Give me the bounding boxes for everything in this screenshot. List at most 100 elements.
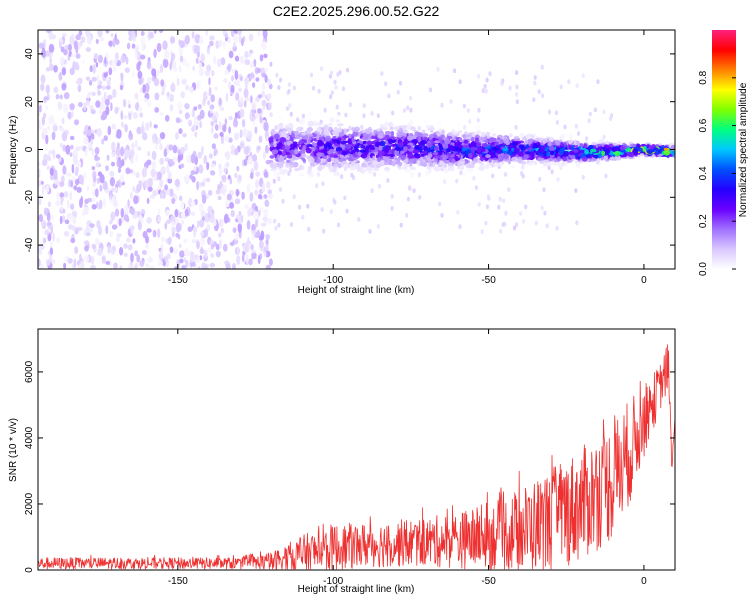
- heatmap-cell: [538, 176, 542, 182]
- heatmap-cell: [267, 193, 273, 200]
- heatmap-cell: [340, 140, 347, 145]
- heatmap-cell: [395, 157, 401, 162]
- heatmap-cell: [249, 192, 254, 202]
- heatmap-cell: [133, 195, 139, 205]
- heatmap-cell: [338, 127, 343, 133]
- heatmap-cell: [345, 143, 352, 150]
- heatmap-cell: [71, 52, 76, 58]
- heatmap-cell: [149, 265, 155, 269]
- heatmap-cell: [294, 134, 300, 140]
- heatmap-cell: [233, 119, 239, 128]
- heatmap-cell: [335, 104, 339, 110]
- heatmap-cell: [301, 119, 305, 123]
- heatmap-cell: [525, 134, 532, 139]
- heatmap-cell: [103, 198, 107, 208]
- heatmap-cell: [257, 145, 261, 151]
- heatmap-cell: [298, 173, 305, 177]
- heatmap-cell: [134, 250, 138, 257]
- heatmap-cell: [502, 147, 509, 152]
- heatmap-cell: [126, 237, 131, 243]
- heatmap-cell: [53, 178, 60, 185]
- heatmap-cell: [347, 157, 355, 162]
- heatmap-cell: [257, 94, 263, 99]
- heatmap-cell: [109, 194, 112, 201]
- heatmap-cell: [215, 124, 219, 131]
- heatmap-cell: [377, 128, 381, 132]
- heatmap-cell: [323, 107, 327, 113]
- heatmap-cell: [398, 141, 404, 147]
- heatmap-cell: [370, 188, 374, 194]
- heatmap-cell: [485, 204, 489, 210]
- heatmap-cell: [67, 224, 73, 230]
- heatmap-cell: [440, 102, 444, 108]
- heatmap-cell: [157, 260, 163, 267]
- heatmap-cell: [286, 106, 290, 111]
- colorbar-tick-label: 0.4: [698, 166, 709, 180]
- heatmap-cell: [322, 155, 328, 160]
- heatmap-cell: [156, 42, 162, 53]
- heatmap-cell: [224, 32, 229, 39]
- heatmap-cell: [209, 104, 215, 110]
- heatmap-cell: [309, 72, 314, 78]
- heatmap-cell: [59, 94, 63, 100]
- heatmap-cell: [215, 40, 220, 49]
- heatmap-cell: [265, 181, 271, 189]
- heatmap-cell: [345, 67, 350, 73]
- heatmap-cell: [558, 149, 564, 155]
- heatmap-cell: [329, 94, 333, 100]
- heatmap-cell: [471, 131, 475, 137]
- heatmap-cell: [67, 214, 74, 221]
- heatmap-cell: [533, 75, 537, 80]
- heatmap-cell: [244, 244, 250, 253]
- heatmap-cell: [213, 219, 217, 227]
- heatmap-cell: [171, 231, 175, 238]
- heatmap-cell: [241, 55, 245, 65]
- heatmap-cell: [288, 167, 292, 173]
- heatmap-cell: [376, 224, 380, 229]
- heatmap-cell: [124, 149, 130, 159]
- heatmap-cell: [498, 162, 503, 167]
- heatmap-cell: [438, 201, 442, 207]
- heatmap-cell: [156, 70, 160, 76]
- heatmap-cell: [220, 227, 224, 234]
- heatmap-cell: [402, 158, 409, 164]
- heatmap-cell: [84, 240, 90, 246]
- heatmap-cell: [584, 149, 589, 155]
- heatmap-cell: [407, 185, 411, 191]
- heatmap-cell: [512, 157, 516, 161]
- heatmap-cell: [537, 157, 543, 161]
- heatmap-cell: [653, 147, 659, 151]
- spectrogram-panel: -150 -100 -50 0 -40 -20 0 20 40 Height of strai…: [8, 29, 676, 296]
- heatmap-cell: [67, 111, 72, 120]
- heatmap-cell: [670, 144, 675, 151]
- heatmap-cell: [171, 82, 176, 92]
- heatmap-cell: [500, 81, 504, 87]
- heatmap-cell: [579, 143, 584, 147]
- heatmap-cell: [118, 167, 121, 174]
- heatmap-cell: [342, 135, 349, 139]
- heatmap-cell: [362, 141, 367, 144]
- heatmap-cell: [583, 143, 588, 149]
- heatmap-cell: [551, 161, 558, 166]
- heatmap-cell: [466, 108, 470, 113]
- heatmap-cell: [488, 158, 492, 163]
- heatmap-cell: [338, 70, 342, 75]
- heatmap-cell: [225, 161, 230, 168]
- heatmap-cell: [124, 124, 128, 133]
- heatmap-cell: [125, 167, 131, 175]
- heatmap-cell: [263, 251, 267, 257]
- heatmap-cell: [111, 123, 116, 130]
- heatmap-cell: [82, 60, 85, 65]
- heatmap-cell: [73, 258, 77, 268]
- heatmap-cell: [505, 140, 511, 146]
- heatmap-cell: [69, 103, 75, 111]
- heatmap-cell: [420, 139, 428, 145]
- heatmap-cell: [317, 88, 321, 94]
- heatmap-cell: [69, 67, 75, 76]
- heatmap-cell: [612, 142, 618, 146]
- heatmap-cell: [250, 172, 254, 180]
- heatmap-cell: [105, 85, 111, 90]
- heatmap-cell: [524, 139, 528, 145]
- heatmap-cell: [306, 143, 312, 147]
- heatmap-cell: [49, 247, 54, 255]
